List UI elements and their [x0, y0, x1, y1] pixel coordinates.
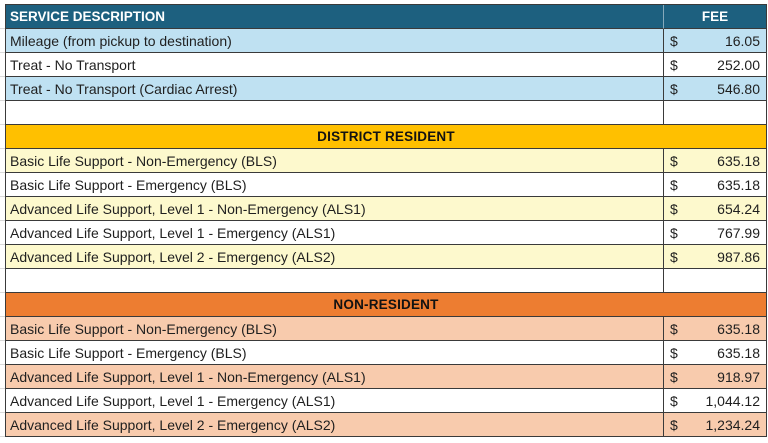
- table-row: Treat - No Transport $252.00: [6, 53, 767, 77]
- fee-cell[interactable]: $918.97: [664, 365, 767, 389]
- currency-symbol: $: [670, 320, 678, 337]
- table-row: Advanced Life Support, Level 1 - Non-Eme…: [6, 197, 767, 221]
- fee-cell[interactable]: [664, 101, 767, 125]
- fee-cell[interactable]: [664, 269, 767, 293]
- fee-cell[interactable]: $635.18: [664, 341, 767, 365]
- fee-cell[interactable]: $1,234.24: [664, 413, 767, 437]
- fee-cell[interactable]: $16.05: [664, 29, 767, 53]
- currency-symbol: $: [670, 224, 678, 241]
- service-description-cell[interactable]: Advanced Life Support, Level 2 - Emergen…: [6, 245, 664, 269]
- table-header-row: SERVICE DESCRIPTION FEE: [6, 5, 767, 29]
- fee-cell[interactable]: $987.86: [664, 245, 767, 269]
- service-description-cell[interactable]: Advanced Life Support, Level 1 - Non-Eme…: [6, 365, 664, 389]
- service-description-cell[interactable]: Basic Life Support - Emergency (BLS): [6, 173, 664, 197]
- table-row: Mileage (from pickup to destination) $16.…: [6, 29, 767, 53]
- fee-cell[interactable]: $635.18: [664, 149, 767, 173]
- fee-amount: 16.05: [724, 32, 760, 49]
- fee-amount: 987.86: [717, 248, 760, 265]
- service-description-cell[interactable]: [6, 269, 664, 293]
- fee-cell[interactable]: $635.18: [664, 173, 767, 197]
- currency-symbol: $: [670, 176, 678, 193]
- service-description-cell[interactable]: Treat - No Transport: [6, 53, 664, 77]
- section-header-row: NON-RESIDENT: [6, 293, 767, 317]
- table-row: Advanced Life Support, Level 2 - Emergen…: [6, 413, 767, 437]
- currency-symbol: $: [670, 80, 678, 97]
- currency-symbol: $: [670, 392, 678, 409]
- fee-cell[interactable]: $767.99: [664, 221, 767, 245]
- service-description-header[interactable]: SERVICE DESCRIPTION: [6, 5, 664, 29]
- table-row: Advanced Life Support, Level 1 - Non-Eme…: [6, 365, 767, 389]
- fee-cell[interactable]: $654.24: [664, 197, 767, 221]
- fee-cell[interactable]: $252.00: [664, 53, 767, 77]
- fee-schedule-table: SERVICE DESCRIPTION FEE Mileage (from pi…: [5, 4, 767, 437]
- currency-symbol: $: [670, 416, 678, 433]
- service-description-cell[interactable]: Mileage (from pickup to destination): [6, 29, 664, 53]
- service-description-cell[interactable]: Advanced Life Support, Level 1 - Emergen…: [6, 221, 664, 245]
- fee-amount: 1,234.24: [705, 416, 761, 433]
- currency-symbol: $: [670, 248, 678, 265]
- fee-amount: 767.99: [717, 224, 760, 241]
- fee-amount: 635.18: [717, 152, 760, 169]
- service-description-cell[interactable]: Advanced Life Support, Level 1 - Emergen…: [6, 389, 664, 413]
- fee-amount: 546.80: [717, 80, 760, 97]
- fee-amount: 635.18: [717, 320, 760, 337]
- spreadsheet-gridlines: [0, 5, 5, 441]
- fee-table-body: Mileage (from pickup to destination) $16.…: [6, 29, 767, 437]
- service-description-cell[interactable]: Basic Life Support - Non-Emergency (BLS): [6, 317, 664, 341]
- table-row: Treat - No Transport (Cardiac Arrest) $54…: [6, 77, 767, 101]
- spacer-row: [6, 101, 767, 125]
- table-row: Basic Life Support - Non-Emergency (BLS)…: [6, 149, 767, 173]
- fee-cell[interactable]: $1,044.12: [664, 389, 767, 413]
- fee-cell[interactable]: $546.80: [664, 77, 767, 101]
- spacer-row: [6, 269, 767, 293]
- currency-symbol: $: [670, 152, 678, 169]
- section-header-row: DISTRICT RESIDENT: [6, 125, 767, 149]
- service-description-cell[interactable]: Advanced Life Support, Level 2 - Emergen…: [6, 413, 664, 437]
- service-description-cell[interactable]: Treat - No Transport (Cardiac Arrest): [6, 77, 664, 101]
- fee-amount: 635.18: [717, 176, 760, 193]
- fee-amount: 918.97: [717, 368, 760, 385]
- currency-symbol: $: [670, 200, 678, 217]
- service-description-cell[interactable]: Basic Life Support - Emergency (BLS): [6, 341, 664, 365]
- table-row: Advanced Life Support, Level 1 - Emergen…: [6, 389, 767, 413]
- fee-header[interactable]: FEE: [664, 5, 767, 29]
- table-row: Basic Life Support - Emergency (BLS) $635…: [6, 341, 767, 365]
- table-row: Advanced Life Support, Level 1 - Emergen…: [6, 221, 767, 245]
- fee-amount: 1,044.12: [705, 392, 761, 409]
- fee-amount: 635.18: [717, 344, 760, 361]
- currency-symbol: $: [670, 32, 678, 49]
- currency-symbol: $: [670, 56, 678, 73]
- table-row: Basic Life Support - Non-Emergency (BLS)…: [6, 317, 767, 341]
- fee-amount: 252.00: [717, 56, 760, 73]
- service-description-cell[interactable]: Advanced Life Support, Level 1 - Non-Eme…: [6, 197, 664, 221]
- table-row: Basic Life Support - Emergency (BLS) $635…: [6, 173, 767, 197]
- service-description-cell[interactable]: Basic Life Support - Non-Emergency (BLS): [6, 149, 664, 173]
- currency-symbol: $: [670, 368, 678, 385]
- fee-amount: 654.24: [717, 200, 760, 217]
- currency-symbol: $: [670, 344, 678, 361]
- table-row: Advanced Life Support, Level 2 - Emergen…: [6, 245, 767, 269]
- section-title[interactable]: NON-RESIDENT: [6, 293, 767, 317]
- service-description-cell[interactable]: [6, 101, 664, 125]
- fee-cell[interactable]: $635.18: [664, 317, 767, 341]
- section-title[interactable]: DISTRICT RESIDENT: [6, 125, 767, 149]
